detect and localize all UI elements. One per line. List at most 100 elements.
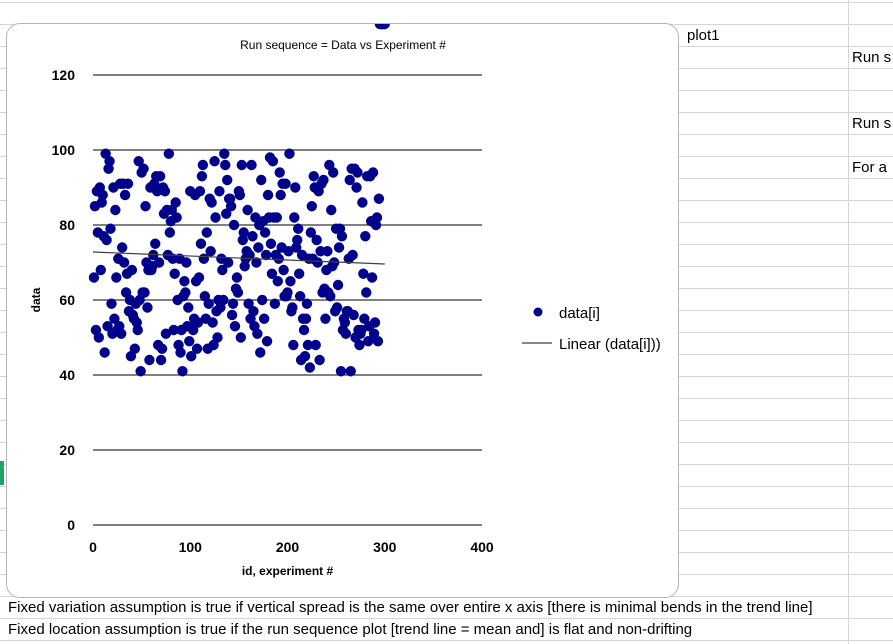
data-point	[194, 186, 206, 197]
data-point	[278, 264, 289, 276]
data-point	[109, 313, 120, 324]
y-tick-label: 0	[67, 517, 75, 533]
data-point	[273, 253, 284, 264]
data-point	[183, 302, 194, 313]
data-point	[234, 189, 246, 201]
data-point	[119, 189, 131, 201]
data-point	[219, 148, 230, 159]
data-point	[205, 246, 216, 257]
data-point	[196, 171, 208, 182]
data-point	[210, 212, 221, 223]
data-point	[358, 268, 369, 279]
data-point	[288, 339, 299, 351]
data-point	[246, 159, 257, 171]
data-point	[101, 234, 112, 246]
data-point	[308, 171, 319, 182]
data-point	[154, 171, 166, 182]
data-point	[244, 249, 255, 261]
data-point	[304, 362, 316, 373]
data-point	[227, 298, 239, 309]
y-tick-label: 80	[59, 217, 75, 233]
data-point	[280, 178, 291, 189]
data-point	[345, 366, 356, 377]
data-point	[133, 156, 144, 167]
data-point	[367, 167, 379, 178]
data-point	[292, 234, 303, 246]
data-point	[222, 174, 233, 186]
data-point	[111, 272, 122, 283]
data-point	[293, 268, 305, 279]
data-point	[347, 249, 358, 261]
data-point	[322, 246, 333, 257]
data-point	[300, 313, 312, 324]
data-point	[305, 227, 317, 238]
data-point	[156, 343, 168, 354]
data-point	[99, 347, 110, 358]
x-tick-label: 300	[373, 539, 397, 555]
data-point	[251, 257, 262, 268]
data-point	[331, 302, 343, 313]
data-point	[348, 309, 359, 321]
data-point	[325, 291, 336, 302]
data-point	[359, 313, 370, 324]
scatter-chart: Run sequence = Data vs Experiment # 0 20 40…	[29, 24, 661, 578]
data-point	[221, 208, 232, 219]
data-point	[218, 294, 229, 306]
data-point	[232, 287, 244, 298]
data-point	[191, 343, 203, 354]
data-point	[336, 231, 348, 242]
data-point	[163, 148, 175, 159]
data-point	[335, 366, 347, 377]
data-point	[310, 339, 321, 351]
data-point	[179, 276, 190, 287]
cell-plot1[interactable]: plot1	[687, 27, 720, 44]
data-point	[235, 332, 247, 343]
data-point	[177, 366, 188, 377]
data-point	[169, 268, 180, 279]
cell-run-s-1[interactable]: Run s	[852, 49, 892, 66]
data-point	[104, 156, 115, 167]
cell-run-s-2[interactable]: Run s	[852, 115, 892, 132]
y-tick-label: 40	[59, 367, 75, 383]
data-point	[97, 189, 108, 201]
data-point	[262, 189, 274, 201]
data-point	[159, 186, 171, 197]
x-tick-label: 400	[470, 539, 494, 555]
data-point	[243, 298, 254, 309]
data-point	[102, 321, 113, 332]
data-point	[155, 354, 167, 366]
y-tick-label: 60	[59, 292, 75, 308]
data-point	[150, 238, 161, 249]
data-point	[201, 227, 212, 238]
chart-frame[interactable]: Run sequence = Data vs Experiment # 0 20 40…	[6, 23, 679, 598]
data-point	[220, 159, 231, 171]
data-point	[360, 231, 371, 242]
data-point	[257, 294, 268, 306]
cell-note-variation[interactable]: Fixed variation assumption is true if ve…	[8, 599, 813, 616]
data-point	[266, 268, 278, 279]
data-point	[340, 328, 352, 339]
data-point	[217, 264, 228, 276]
cell-for-a[interactable]: For a	[852, 159, 888, 176]
data-point	[110, 204, 121, 216]
data-point	[356, 324, 367, 336]
data-point	[193, 272, 205, 283]
data-point	[289, 212, 300, 223]
data-point	[318, 174, 329, 186]
data-point	[351, 182, 362, 193]
data-point	[231, 272, 243, 283]
y-tick-label: 100	[52, 142, 76, 158]
data-point	[248, 306, 259, 317]
data-point	[326, 204, 337, 216]
data-point	[369, 317, 381, 328]
data-point	[129, 343, 141, 354]
data-point	[139, 287, 150, 298]
cell-note-location[interactable]: Fixed location assumption is true if the…	[8, 621, 693, 638]
data-point	[294, 291, 306, 302]
data-point	[379, 24, 390, 30]
data-point	[371, 212, 383, 223]
data-point	[140, 201, 151, 212]
trendline	[92, 251, 385, 265]
data-point	[153, 257, 165, 268]
data-point	[209, 156, 220, 167]
